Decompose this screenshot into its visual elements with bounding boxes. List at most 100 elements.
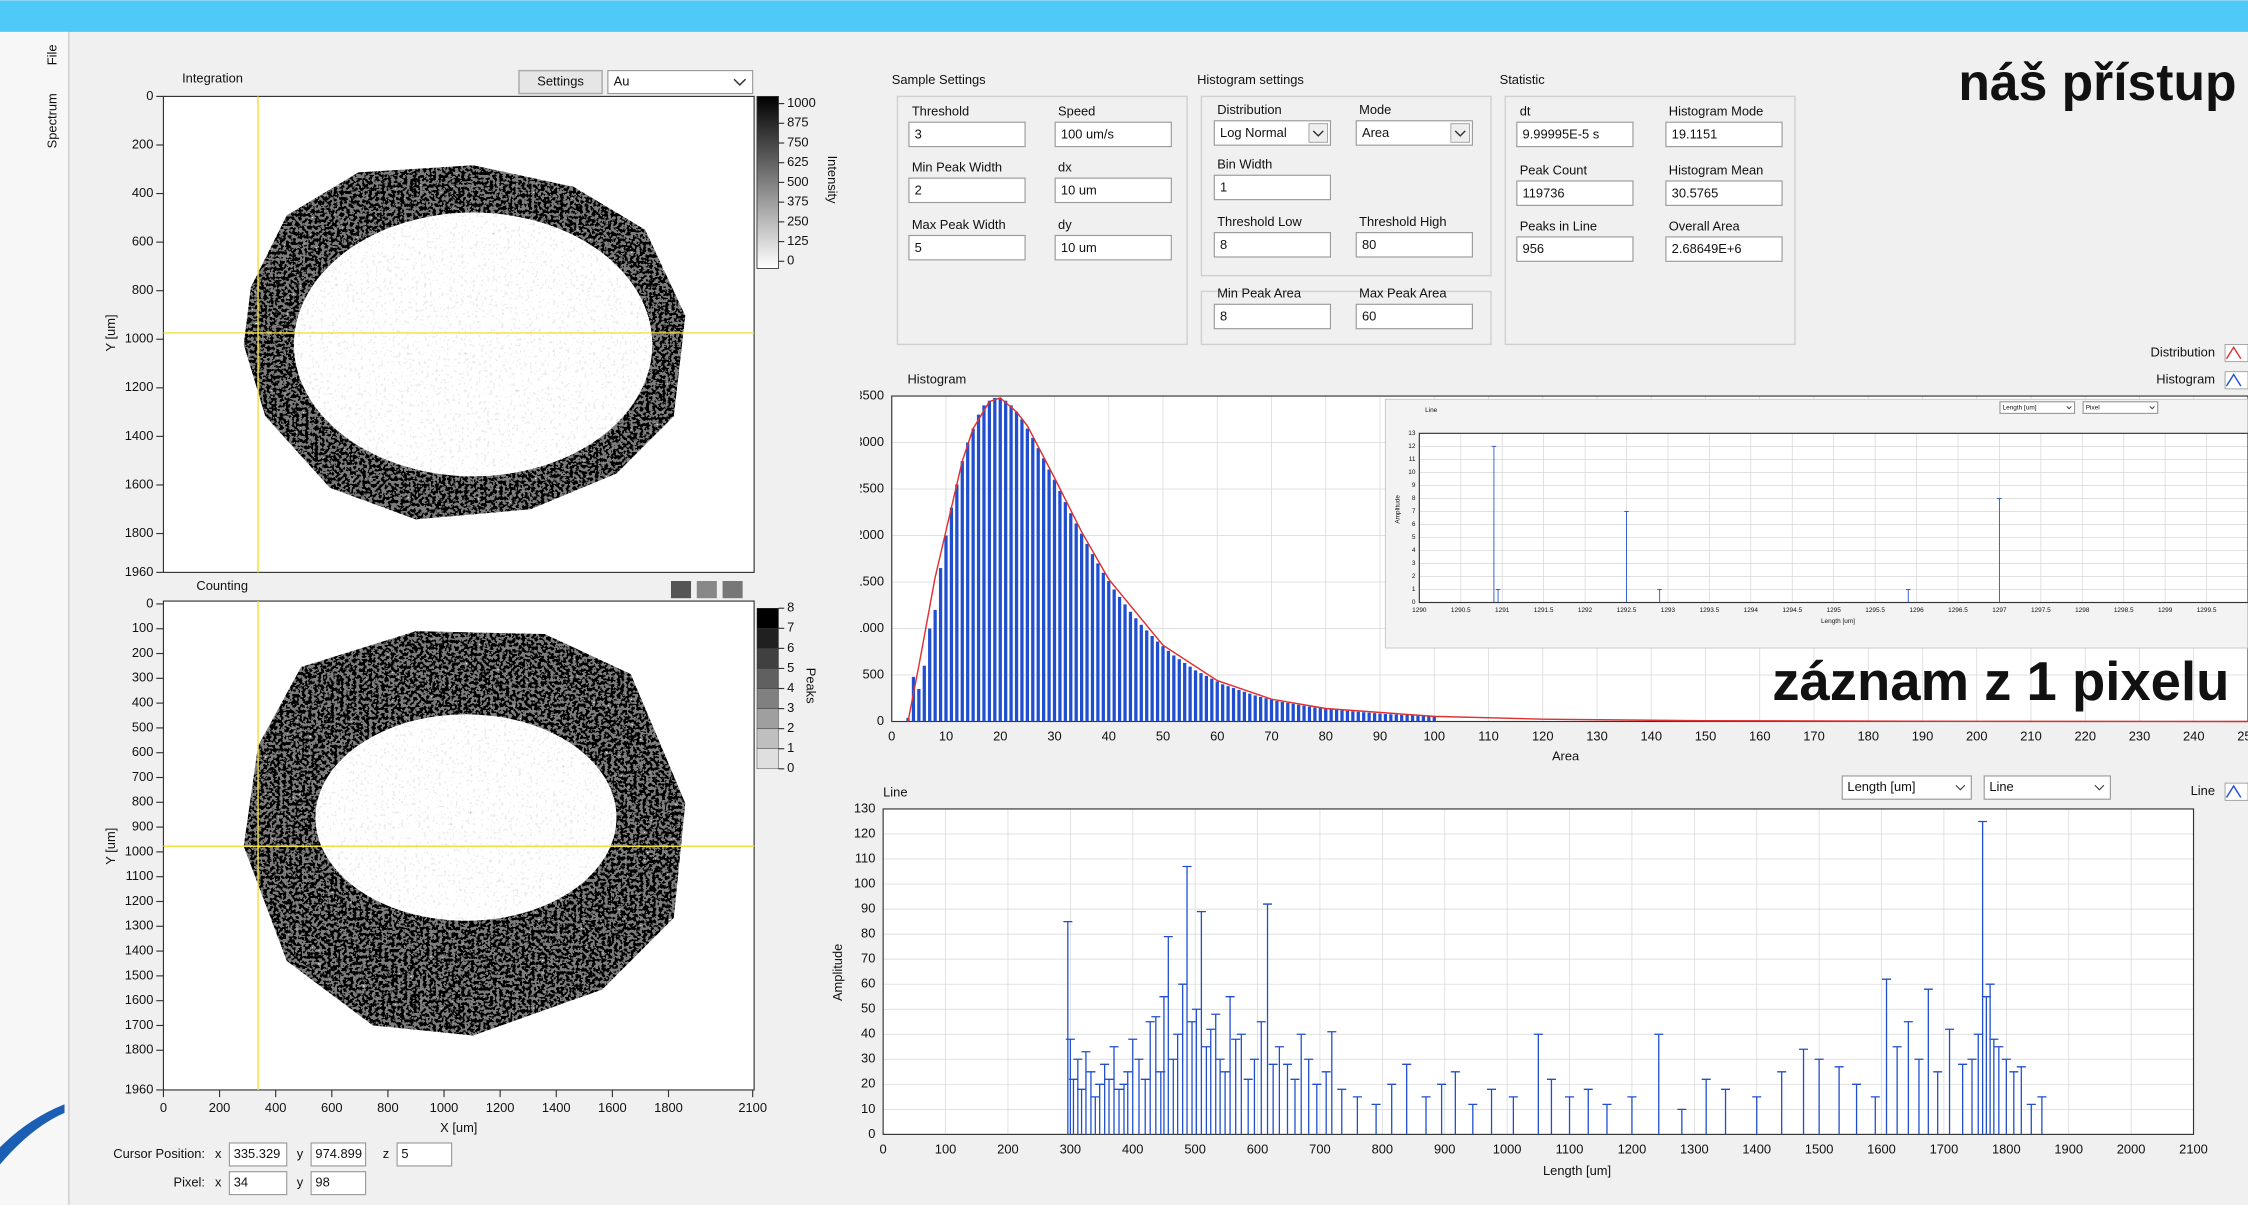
- colorbar-tick-label: 3: [787, 700, 794, 715]
- field-label: dy: [1058, 217, 1072, 232]
- y-tick-label: 1960: [125, 564, 154, 579]
- bar: [1275, 701, 1278, 721]
- dropdown-button[interactable]: [1451, 124, 1470, 143]
- y-tick-label: 200: [132, 645, 154, 660]
- field-label: dx: [1058, 160, 1072, 175]
- field-label: Threshold Low: [1217, 214, 1302, 229]
- input[interactable]: [909, 235, 1025, 259]
- group-title: Statistic: [1500, 72, 1546, 87]
- y-axis-label: Y [um]: [103, 828, 118, 865]
- bar: [1297, 705, 1300, 722]
- input[interactable]: [909, 122, 1025, 146]
- bar: [1395, 715, 1398, 722]
- y-tick-label: 0: [868, 1126, 875, 1141]
- colorbar-tick-label: 6: [787, 640, 794, 655]
- y-tick-label: 0: [146, 595, 153, 610]
- x-tick-label: 1700: [1930, 1141, 1959, 1156]
- tool-icon[interactable]: [697, 581, 717, 598]
- y-tick-label: 400: [132, 185, 154, 200]
- y-tick-label: 1200: [125, 379, 154, 394]
- bar: [1351, 711, 1354, 721]
- colorbar-tick-label: 5: [787, 660, 794, 675]
- y-tick-label: 1000: [855, 620, 884, 635]
- colorbar-tick-label: 750: [787, 134, 809, 149]
- bar: [1243, 692, 1246, 722]
- x-tick-label: 1500: [1805, 1141, 1834, 1156]
- input-value: 98: [315, 1175, 329, 1190]
- bar: [1009, 405, 1012, 721]
- dropdown-button[interactable]: [1309, 124, 1328, 143]
- x-tick-label: 800: [377, 1100, 399, 1115]
- bar: [1037, 448, 1040, 721]
- bar: [1053, 480, 1056, 722]
- heatmap-core: [315, 714, 616, 920]
- bar: [1205, 676, 1208, 722]
- bar: [1194, 670, 1197, 721]
- y-tick-label: 110: [855, 850, 876, 865]
- x-tick-label: 900: [1434, 1141, 1456, 1156]
- input-value: 5: [401, 1146, 408, 1161]
- bar: [1281, 702, 1284, 722]
- x-tick-label: 190: [1912, 728, 1934, 743]
- x-tick-label: 1299: [2158, 607, 2173, 614]
- y-tick-label: 1600: [125, 992, 154, 1007]
- field-label: y: [297, 1175, 304, 1190]
- bar: [1340, 710, 1343, 721]
- x-tick-label: 1293: [1661, 607, 1676, 614]
- y-tick-label: 50: [861, 1001, 875, 1016]
- y-tick-label: 1400: [125, 428, 154, 443]
- x-tick-label: 200: [1966, 728, 1988, 743]
- x-tick-label: 1298.5: [2114, 607, 2134, 614]
- y-tick-label: 100: [132, 620, 154, 635]
- chart-title: Histogram: [908, 372, 967, 387]
- bar: [1091, 554, 1094, 721]
- legend-label: Line: [2191, 783, 2215, 798]
- bar: [917, 689, 920, 722]
- overlay-title: náš přístup: [1958, 53, 2236, 111]
- tab[interactable]: File: [44, 44, 59, 65]
- input[interactable]: [1214, 304, 1330, 328]
- tool-icon[interactable]: [723, 581, 743, 598]
- input[interactable]: [909, 178, 1025, 202]
- x-tick-label: 1000: [430, 1100, 459, 1115]
- x-tick-label: 400: [265, 1100, 287, 1115]
- y-axis-label: Amplitude: [830, 944, 845, 1001]
- colorbar-tick-label: 125: [787, 233, 809, 248]
- element-dropdown[interactable]: [608, 71, 753, 94]
- x-tick-label: 1295.5: [1865, 607, 1885, 614]
- x-tick-label: 1291.5: [1534, 607, 1554, 614]
- colorbar-tick-label: 875: [787, 115, 809, 130]
- tool-icon[interactable]: [671, 581, 691, 598]
- y-tick-label: 1: [1412, 586, 1416, 593]
- x-tick-label: 1292: [1578, 607, 1593, 614]
- x-tick-label: 2000: [2117, 1141, 2146, 1156]
- colorbar-tick-label: 0: [787, 253, 794, 268]
- x-tick-label: 1290.5: [1451, 607, 1471, 614]
- input[interactable]: [1214, 175, 1330, 199]
- y-tick-label: 700: [132, 769, 154, 784]
- bar: [1183, 663, 1186, 722]
- x-tick-label: 1800: [1992, 1141, 2021, 1156]
- y-tick-label: 1100: [126, 868, 154, 883]
- input-value: Log Normal: [1220, 125, 1287, 140]
- bar: [1378, 714, 1381, 722]
- bar: [1330, 709, 1333, 721]
- x-axis-label: Area: [1552, 749, 1580, 764]
- y-tick-label: 1800: [125, 525, 154, 540]
- tab-active[interactable]: Spectrum: [44, 93, 59, 148]
- field-label: Max Peak Width: [912, 217, 1006, 232]
- bar: [1020, 419, 1023, 721]
- colorbar-tick-label: 2: [787, 720, 794, 735]
- bar: [1411, 715, 1414, 721]
- y-tick-label: 3500: [855, 387, 884, 402]
- x-tick-label: 1293.5: [1700, 607, 1720, 614]
- chart-title: Line: [1425, 407, 1438, 414]
- x-tick-label: 0: [160, 1100, 167, 1115]
- dropdown-value: Length [um]: [1847, 779, 1915, 794]
- bar: [1178, 659, 1181, 721]
- y-tick-label: 300: [132, 670, 154, 685]
- bar: [1096, 563, 1099, 721]
- bar: [1270, 700, 1273, 722]
- input[interactable]: [1214, 233, 1330, 257]
- bar: [1232, 688, 1235, 721]
